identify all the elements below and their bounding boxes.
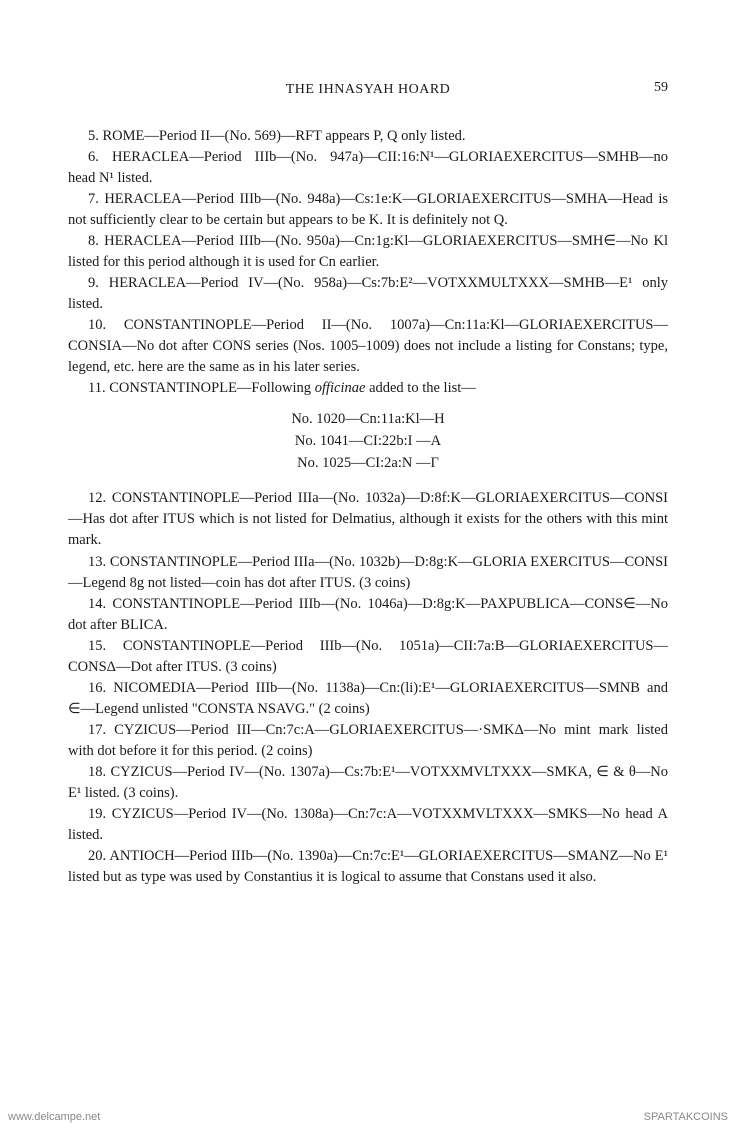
entry-20: 20. ANTIOCH—Period IIIb—(No. 1390a)—Cn:7… xyxy=(68,846,668,888)
entry-12: 12. CONSTANTINOPLE—Period IIIa—(No. 1032… xyxy=(68,488,668,551)
entry-11: 11. CONSTANTINOPLE—Following officinae a… xyxy=(68,378,668,399)
entry-15: 15. CONSTANTINOPLE—Period IIIb—(No. 1051… xyxy=(68,636,668,678)
entry-10: 10. CONSTANTINOPLE—Period II—(No. 1007a)… xyxy=(68,315,668,378)
entry-8: 8. HERACLEA—Period IIIb—(No. 950a)—Cn:1g… xyxy=(68,231,668,273)
page-container: THE IHNASYAH HOARD 59 5. ROME—Period II—… xyxy=(0,0,736,1131)
entry-16: 16. NICOMEDIA—Period IIIb—(No. 1138a)—Cn… xyxy=(68,678,668,720)
entry-11-italic: officinae xyxy=(315,380,366,396)
entry-11-post: added to the list— xyxy=(365,380,475,396)
header-title: THE IHNASYAH HOARD xyxy=(286,82,451,98)
entry-7: 7. HERACLEA—Period IIIb—(No. 948a)—Cs:1e… xyxy=(68,189,668,231)
entry-6: 6. HERACLEA—Period IIIb—(No. 947a)—CII:1… xyxy=(68,147,668,189)
entry-13: 13. CONSTANTINOPLE—Period IIIa—(No. 1032… xyxy=(68,552,668,594)
officinae-list: No. 1020—Cn:11a:Kl—H No. 1041—CI:22b:I —… xyxy=(68,409,668,474)
entry-19: 19. CYZICUS—Period IV—(No. 1308a)—Cn:7c:… xyxy=(68,804,668,846)
entry-17: 17. CYZICUS—Period III—Cn:7c:A—GLORIAEXE… xyxy=(68,720,668,762)
entry-9: 9. HERACLEA—Period IV—(No. 958a)—Cs:7b:E… xyxy=(68,273,668,315)
page-number: 59 xyxy=(654,80,668,96)
officinae-line-2: No. 1041—CI:22b:I —A xyxy=(68,431,668,453)
watermark-right: SPARTAKCOINS xyxy=(644,1111,728,1123)
officinae-line-1: No. 1020—Cn:11a:Kl—H xyxy=(68,409,668,431)
page-header: THE IHNASYAH HOARD 59 xyxy=(68,80,668,98)
watermark-left: www.delcampe.net xyxy=(8,1111,100,1123)
entry-5: 5. ROME—Period II—(No. 569)—RFT appears … xyxy=(68,126,668,147)
entry-11-pre: 11. CONSTANTINOPLE—Following xyxy=(88,380,315,396)
officinae-line-3: No. 1025—CI:2a:N —Γ xyxy=(68,453,668,475)
entry-18: 18. CYZICUS—Period IV—(No. 1307a)—Cs:7b:… xyxy=(68,762,668,804)
entry-14: 14. CONSTANTINOPLE—Period IIIb—(No. 1046… xyxy=(68,594,668,636)
